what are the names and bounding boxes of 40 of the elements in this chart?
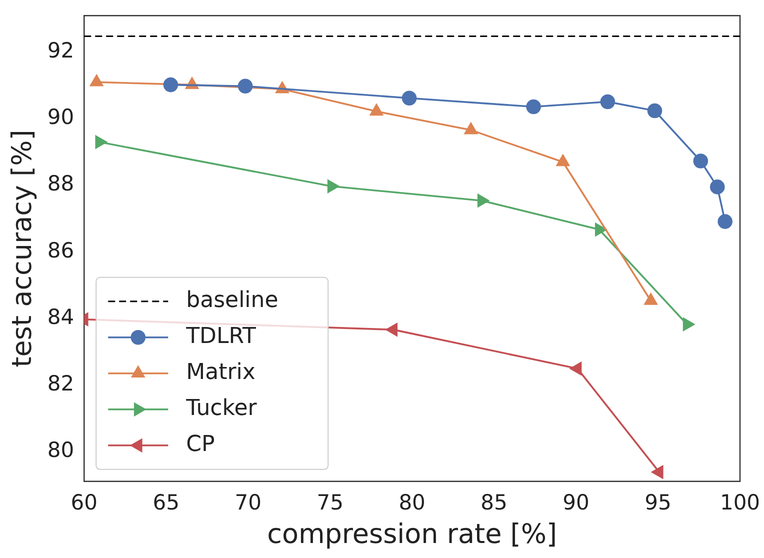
point (402, 90, 417, 106)
x-tick-label: 90 (562, 490, 590, 514)
x-tick-label: 85 (480, 490, 508, 514)
point (556, 154, 570, 166)
point (95, 136, 107, 149)
point (327, 180, 339, 193)
y-tick-label: 84 (47, 304, 74, 329)
point (693, 154, 708, 168)
x-tick-label: 75 (316, 490, 344, 514)
y-axis-title: test accuracy [%] (7, 130, 38, 368)
y-tick-label: 92 (47, 38, 74, 63)
x-tick-label: 60 (70, 490, 98, 514)
point (570, 362, 582, 376)
y-tick-label: 80 (47, 438, 74, 462)
x-axis-title: compression rate [%] (267, 518, 558, 550)
x-tick-label: 65 (152, 490, 180, 514)
legend-label: Tucker (185, 396, 258, 422)
x-tick-label: 80 (398, 490, 426, 514)
legend-label: baseline (186, 288, 278, 314)
point (526, 99, 541, 114)
y-tick-label: 90 (47, 105, 74, 130)
point (600, 94, 616, 110)
point (647, 103, 662, 118)
legend-label: Matrix (186, 360, 256, 386)
point (710, 180, 725, 194)
point (370, 104, 384, 116)
x-tick-label: 95 (644, 490, 672, 514)
y-tick-label: 82 (47, 371, 74, 396)
legend-label: TDLRT (185, 324, 256, 350)
y-tick-label: 86 (47, 238, 74, 262)
point (718, 214, 732, 229)
x-tick-label: 70 (234, 490, 262, 514)
y-tick-label: 88 (47, 172, 74, 196)
legend-label: CP (186, 432, 215, 458)
point (163, 77, 178, 92)
point (238, 78, 253, 94)
x-tick-label: 100 (720, 490, 760, 514)
point (477, 194, 489, 208)
point (90, 74, 104, 86)
point (464, 122, 478, 134)
